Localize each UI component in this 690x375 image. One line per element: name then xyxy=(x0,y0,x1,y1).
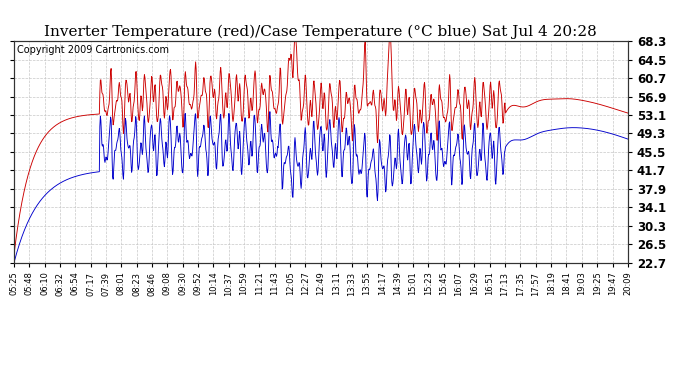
Text: Copyright 2009 Cartronics.com: Copyright 2009 Cartronics.com xyxy=(17,45,169,55)
Title: Inverter Temperature (red)/Case Temperature (°C blue) Sat Jul 4 20:28: Inverter Temperature (red)/Case Temperat… xyxy=(44,24,598,39)
